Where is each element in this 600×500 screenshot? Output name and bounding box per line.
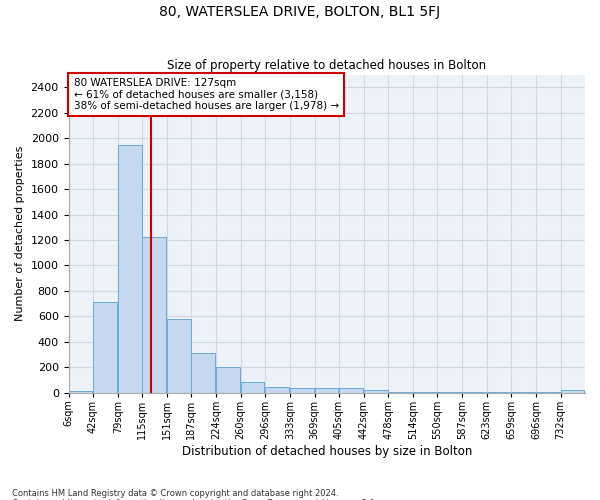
Bar <box>191 353 215 393</box>
Text: 80, WATERSLEA DRIVE, BOLTON, BL1 5FJ: 80, WATERSLEA DRIVE, BOLTON, BL1 5FJ <box>160 5 440 19</box>
Bar <box>314 388 338 392</box>
Bar <box>241 382 265 392</box>
Bar <box>364 390 388 392</box>
Bar <box>68 390 92 392</box>
Text: 80 WATERSLEA DRIVE: 127sqm
← 61% of detached houses are smaller (3,158)
38% of s: 80 WATERSLEA DRIVE: 127sqm ← 61% of deta… <box>74 78 339 111</box>
Bar <box>216 367 240 392</box>
Y-axis label: Number of detached properties: Number of detached properties <box>15 146 25 322</box>
Text: Contains public sector information licensed under the Open Government Licence v3: Contains public sector information licen… <box>12 498 377 500</box>
Bar <box>167 319 191 392</box>
Bar <box>118 144 142 392</box>
Bar <box>93 302 116 392</box>
Text: Contains HM Land Registry data © Crown copyright and database right 2024.: Contains HM Land Registry data © Crown c… <box>12 488 338 498</box>
Bar <box>339 388 362 392</box>
Bar <box>560 390 584 392</box>
X-axis label: Distribution of detached houses by size in Bolton: Distribution of detached houses by size … <box>182 444 472 458</box>
Bar <box>265 387 289 392</box>
Bar <box>290 388 314 392</box>
Bar <box>142 238 166 392</box>
Title: Size of property relative to detached houses in Bolton: Size of property relative to detached ho… <box>167 59 487 72</box>
